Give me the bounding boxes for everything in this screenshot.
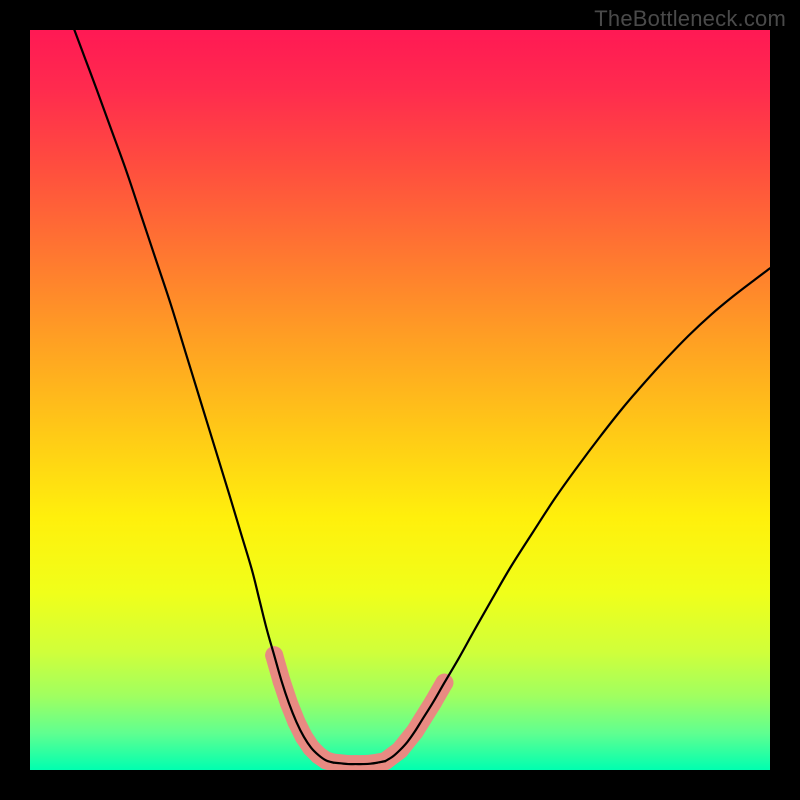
watermark-text: TheBottleneck.com [594, 6, 786, 32]
chart-markers [265, 646, 453, 770]
chart-plot-area [30, 30, 770, 770]
chart-curves-layer [30, 30, 770, 770]
curve-left [74, 30, 333, 763]
curve-right [385, 268, 770, 761]
marker-capsule-path [274, 655, 444, 764]
